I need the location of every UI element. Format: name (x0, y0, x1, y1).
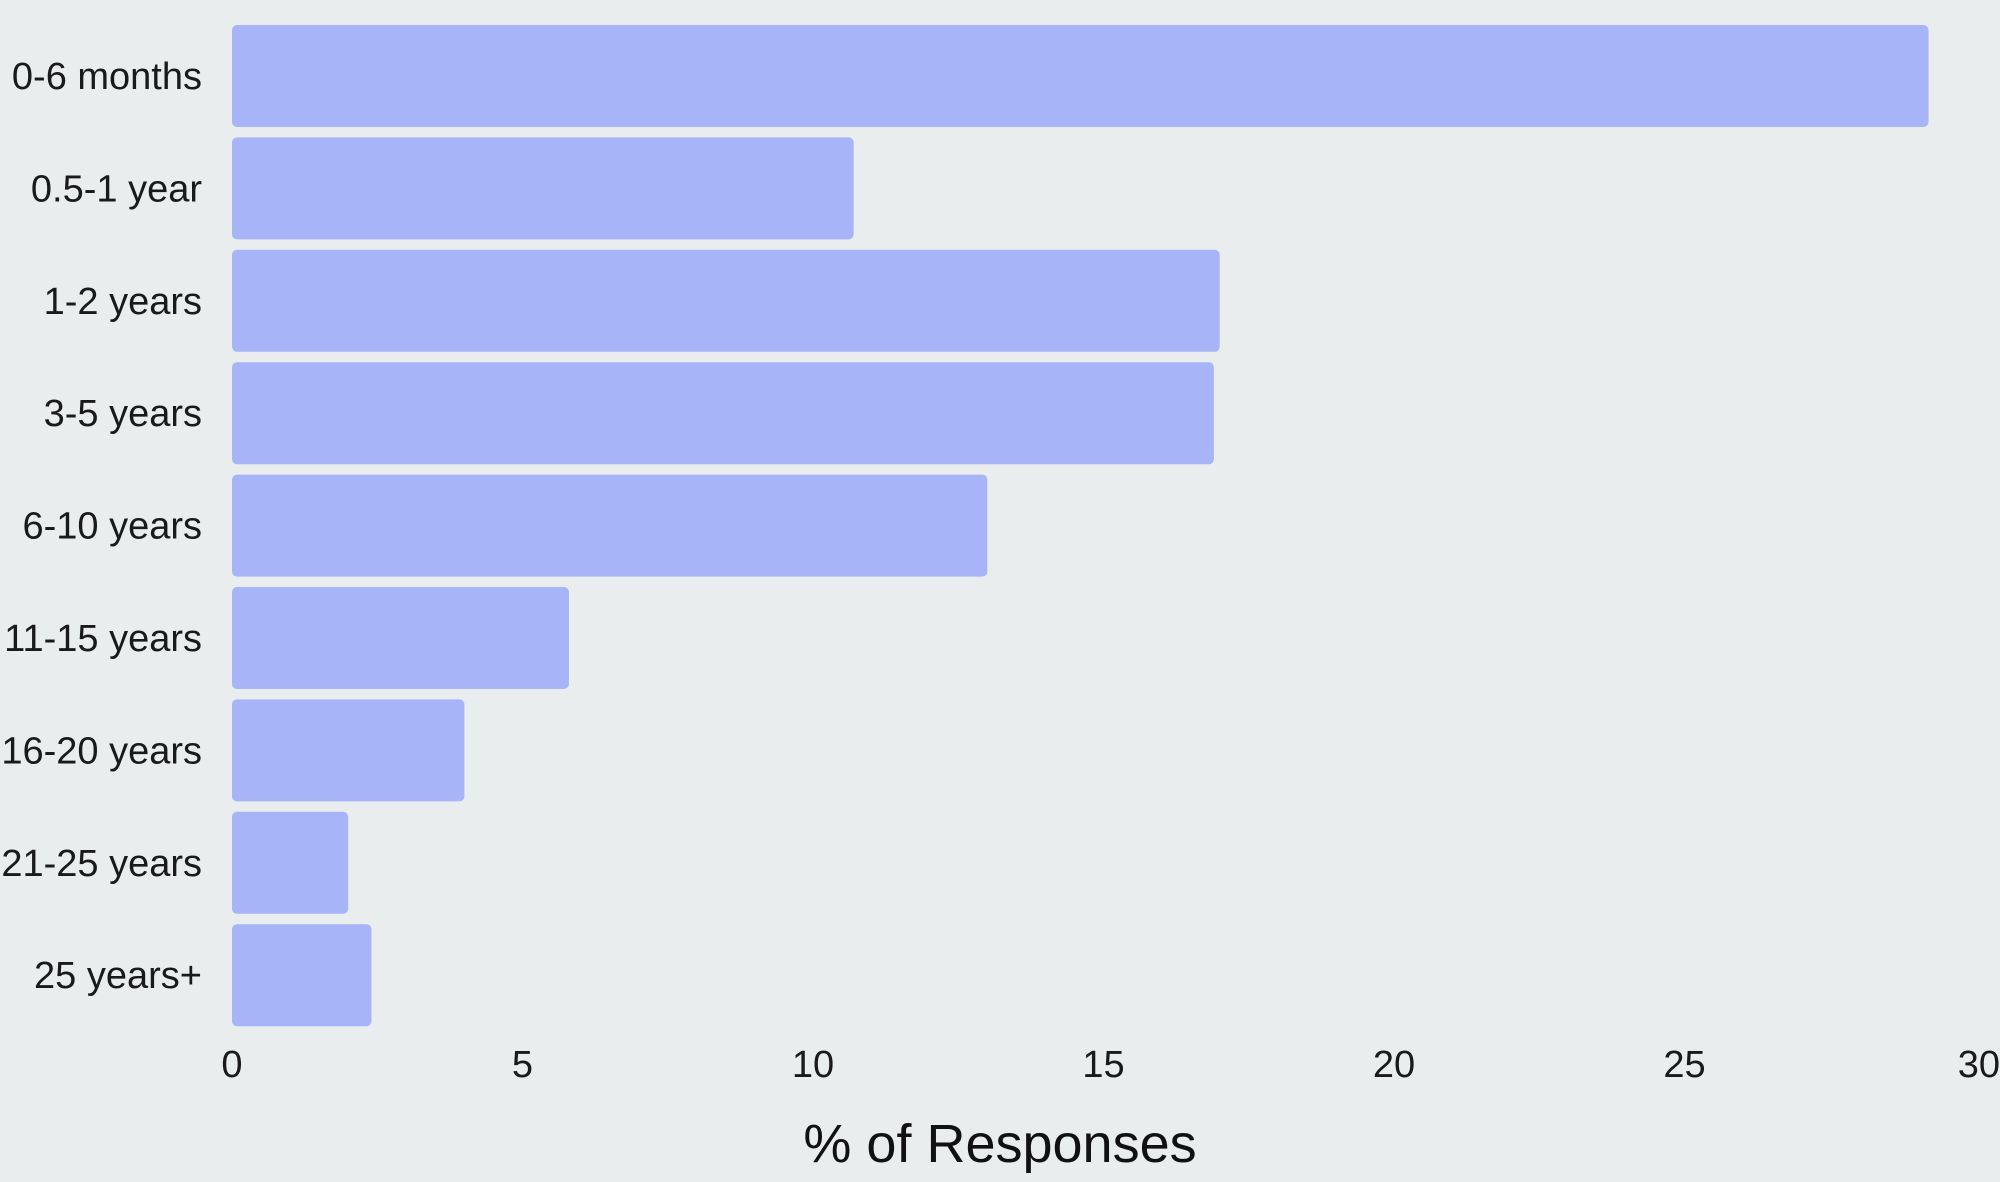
x-axis-title: % of Responses (803, 1114, 1196, 1174)
category-label-3: 3-5 years (44, 393, 202, 435)
x-tick-label-5: 25 (1663, 1044, 1705, 1086)
category-label-1: 0.5-1 year (31, 168, 202, 210)
bar-8 (232, 924, 372, 1027)
category-label-5: 11-15 years (4, 618, 202, 660)
bar-6 (232, 699, 465, 802)
x-tick-label-4: 20 (1373, 1044, 1415, 1086)
bar-3 (232, 362, 1214, 465)
bar-7 (232, 811, 349, 914)
category-label-6: 16-20 years (1, 730, 202, 772)
x-axis-ticks: 0 5 10 15 20 25 30 (221, 1044, 2000, 1086)
category-label-2: 1-2 years (44, 281, 202, 323)
bar-2 (232, 249, 1220, 352)
x-tick-label-1: 5 (512, 1044, 533, 1086)
x-tick-label-3: 15 (1082, 1044, 1124, 1086)
bar-1 (232, 137, 854, 240)
x-tick-label-6: 30 (1958, 1044, 2000, 1086)
category-label-4: 6-10 years (22, 506, 202, 548)
bar-5 (232, 587, 569, 689)
category-label-8: 25 years+ (34, 955, 202, 997)
category-labels: 0-6 months 0.5-1 year 1-2 years 3-5 years 6-… (1, 56, 202, 997)
x-tick-label-2: 10 (792, 1044, 834, 1086)
bar-0 (232, 25, 1929, 127)
x-tick-label-0: 0 (221, 1044, 242, 1086)
bars-group (232, 25, 1929, 1027)
category-label-7: 21-25 years (1, 843, 202, 885)
category-label-0: 0-6 months (12, 56, 202, 98)
bar-4 (232, 474, 988, 577)
